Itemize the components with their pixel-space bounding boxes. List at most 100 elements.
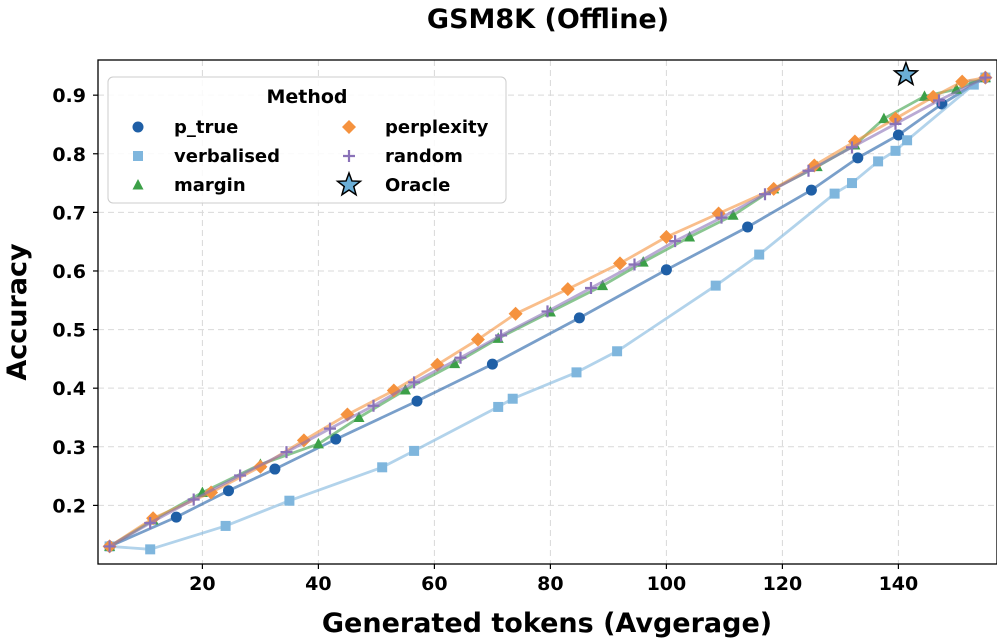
legend-items: p_true verbalised margin perplexity random Or… <box>132 117 489 197</box>
data-point <box>628 258 641 271</box>
data-point <box>684 230 696 242</box>
legend-label: random <box>385 146 463 167</box>
data-point <box>979 71 992 84</box>
data-point <box>805 184 817 196</box>
legend-label: perplexity <box>385 117 489 138</box>
legend-marker <box>132 121 144 133</box>
y-tick-label: 0.5 <box>52 320 86 342</box>
legend-item-oracle: Oracle <box>335 170 450 197</box>
data-point <box>234 469 247 482</box>
data-point <box>892 129 904 141</box>
y-tick-label: 0.8 <box>52 144 86 166</box>
x-tick-label: 100 <box>647 573 687 595</box>
data-point <box>612 346 623 357</box>
data-point <box>144 516 157 529</box>
legend-label: verbalised <box>174 146 280 167</box>
data-point <box>889 117 902 130</box>
axis-ticks: 20 40 60 80 100 120 140 0.2 0.3 0.4 0.5 0.6 0.7 0.8 0.… <box>52 85 918 595</box>
data-point <box>145 544 156 555</box>
legend-item-random: random <box>343 146 463 167</box>
data-point <box>324 422 336 435</box>
series-random <box>103 71 992 553</box>
data-point <box>933 94 945 107</box>
data-point <box>312 437 324 449</box>
legend-marker <box>343 150 355 162</box>
data-point <box>829 188 840 199</box>
data-point <box>377 462 388 473</box>
data-point <box>710 280 721 291</box>
data-point <box>759 188 771 201</box>
y-axis-label: Accuracy <box>2 243 33 381</box>
data-point <box>754 249 765 260</box>
plot-area <box>102 60 993 555</box>
series-p-true <box>104 72 991 552</box>
data-point <box>597 279 609 291</box>
legend-title: Method <box>266 86 347 108</box>
data-point <box>802 164 815 177</box>
data-point <box>493 401 504 412</box>
y-tick-label: 0.2 <box>52 495 86 517</box>
data-point <box>919 90 930 101</box>
y-tick-label: 0.6 <box>52 261 86 283</box>
legend-label: p_true <box>174 117 238 138</box>
x-tick-label: 120 <box>763 573 803 595</box>
data-point <box>367 399 380 412</box>
legend-item-verbalised: verbalised <box>133 146 280 167</box>
y-tick-label: 0.7 <box>52 202 86 224</box>
x-tick-label: 40 <box>305 573 331 595</box>
data-point <box>613 256 627 271</box>
legend-marker <box>335 170 363 197</box>
data-point <box>486 358 498 370</box>
data-point <box>873 156 884 167</box>
data-point <box>386 383 401 398</box>
data-point <box>573 312 585 324</box>
data-point <box>727 209 739 220</box>
x-tick-label: 80 <box>537 573 563 595</box>
legend-item-margin: margin <box>132 175 246 196</box>
data-point <box>715 211 728 224</box>
data-point <box>846 141 858 154</box>
data-point <box>223 485 234 497</box>
data-point <box>508 306 523 321</box>
legend-label: margin <box>174 175 246 196</box>
data-point <box>449 357 461 369</box>
data-point <box>411 395 423 407</box>
x-tick-label: 60 <box>421 573 447 595</box>
data-point <box>280 446 293 459</box>
legend-marker <box>133 151 143 161</box>
data-point <box>269 463 281 475</box>
data-point <box>852 152 864 164</box>
data-point <box>571 367 582 378</box>
data-point <box>847 178 857 189</box>
legend-label: Oracle <box>385 175 450 196</box>
legend-item-perplexity: perplexity <box>342 117 489 138</box>
data-point <box>399 383 411 395</box>
data-point <box>409 445 420 456</box>
data-point <box>170 511 182 523</box>
y-tick-label: 0.4 <box>52 378 86 400</box>
legend-frame <box>107 76 507 204</box>
chart-title: GSM8K (Offline) <box>427 4 669 35</box>
data-point <box>878 112 890 124</box>
data-point <box>890 145 901 156</box>
legend-marker <box>342 120 356 134</box>
data-point <box>660 264 672 276</box>
data-point <box>495 329 508 342</box>
data-point <box>470 332 485 347</box>
legend-item-p-true: p_true <box>132 117 238 138</box>
data-point <box>454 351 467 364</box>
oracle-point <box>892 60 920 87</box>
data-point <box>742 221 754 233</box>
data-point <box>560 282 575 297</box>
data-point <box>353 411 365 422</box>
plot-frame <box>97 59 997 565</box>
data-point <box>669 235 682 248</box>
y-tick-label: 0.9 <box>52 85 86 107</box>
y-tick-label: 0.3 <box>52 437 86 459</box>
data-point <box>103 540 116 553</box>
data-point <box>541 305 554 318</box>
series-verbalised <box>104 72 991 555</box>
data-point <box>507 393 518 404</box>
